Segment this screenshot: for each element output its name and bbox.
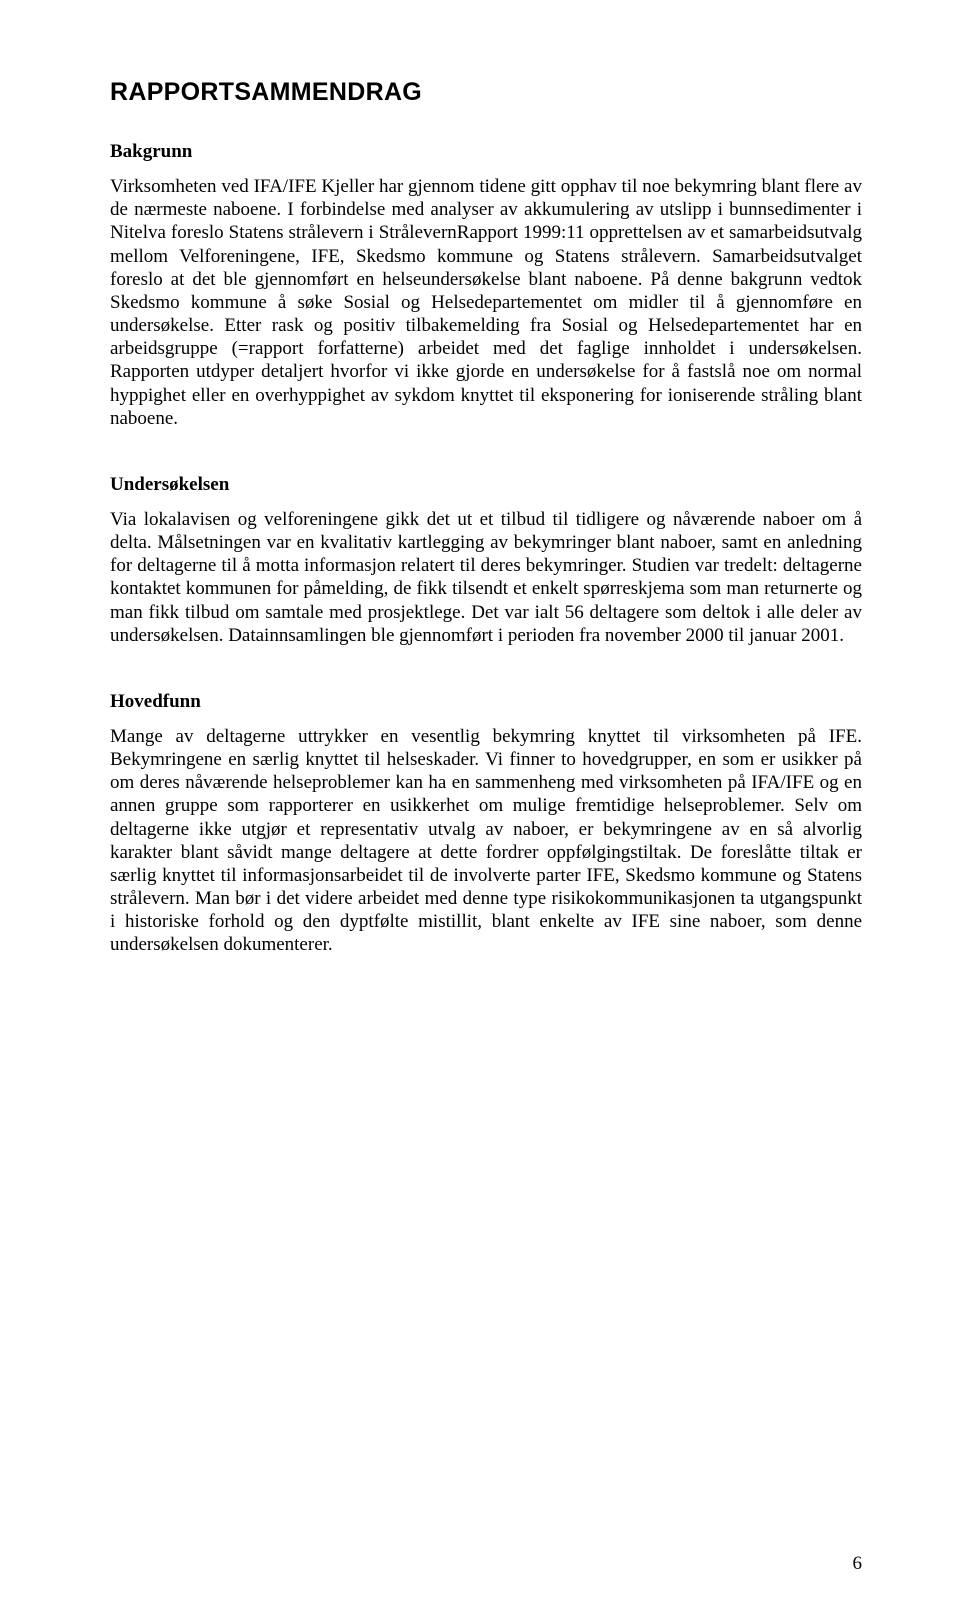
section-body-undersokelsen: Via lokalavisen og velforeningene gikk d…: [110, 508, 862, 647]
section-heading-undersokelsen: Undersøkelsen: [110, 474, 862, 496]
page-number: 6: [853, 1553, 863, 1575]
section-heading-bakgrunn: Bakgrunn: [110, 141, 862, 163]
section-heading-hovedfunn: Hovedfunn: [110, 691, 862, 713]
section-body-hovedfunn: Mange av deltagerne uttrykker en vesentl…: [110, 725, 862, 957]
section-body-bakgrunn: Virksomheten ved IFA/IFE Kjeller har gje…: [110, 175, 862, 430]
page-title: RAPPORTSAMMENDRAG: [110, 78, 862, 107]
